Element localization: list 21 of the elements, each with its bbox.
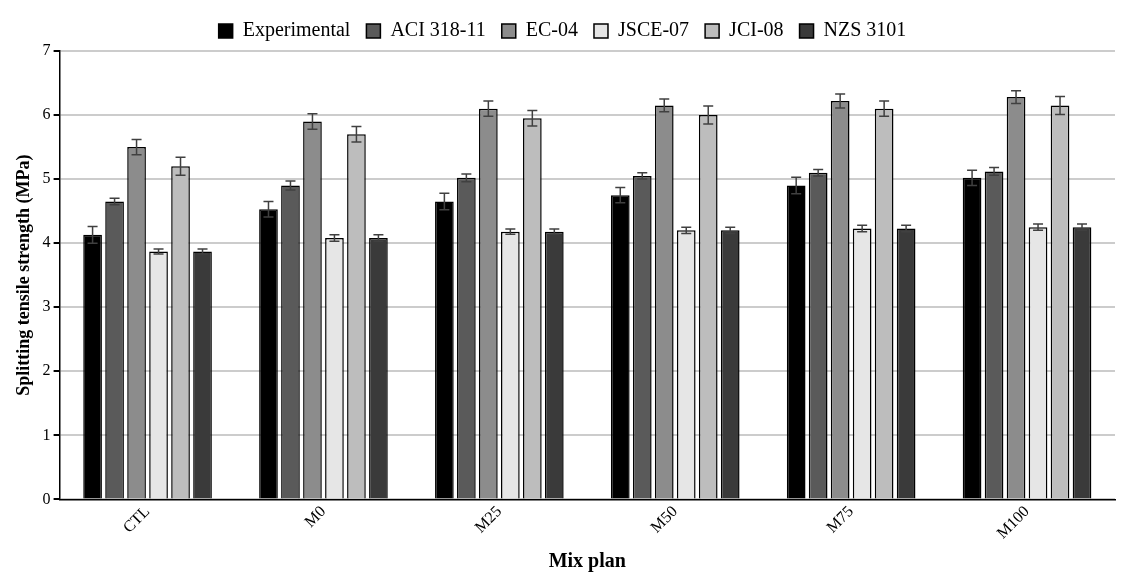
- legend-label: JSCE-07: [617, 18, 690, 41]
- y-tick-label: 5: [42, 169, 51, 187]
- legend-label: NZS 3101: [823, 18, 907, 41]
- legend-label: EC-04: [525, 18, 578, 41]
- y-axis-title: Splitting tensile strength (MPa): [13, 154, 35, 396]
- x-axis-title: Mix plan: [548, 549, 626, 573]
- x-tick-label: M0: [300, 502, 329, 530]
- legend-label: Experimental: [242, 18, 351, 42]
- y-tick-label: 6: [42, 105, 51, 123]
- y-tick-label: 1: [42, 425, 51, 443]
- y-tick-label: 7: [42, 41, 51, 59]
- legend-label: ACI 318-11: [390, 18, 486, 41]
- y-tick-label: 3: [42, 297, 51, 315]
- legend-label: JCI-08: [729, 18, 784, 41]
- y-tick-label: 2: [42, 361, 51, 379]
- y-tick-label: 4: [42, 233, 51, 251]
- x-tick-label: M50: [646, 502, 681, 536]
- y-tick-label: 0: [42, 489, 51, 507]
- x-tick-label: M75: [822, 502, 857, 536]
- x-tick-label: M25: [471, 502, 505, 536]
- x-tick-label: CTL: [119, 502, 153, 536]
